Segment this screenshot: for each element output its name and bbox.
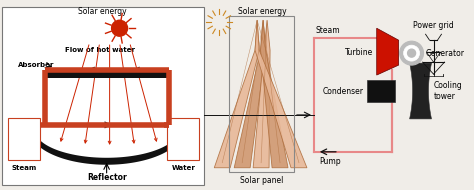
Text: Cooling
tower: Cooling tower (434, 81, 462, 101)
Text: Steam: Steam (11, 165, 36, 171)
FancyBboxPatch shape (8, 118, 40, 160)
Polygon shape (261, 20, 288, 168)
Circle shape (111, 20, 128, 36)
Circle shape (404, 45, 419, 61)
Text: Power grid: Power grid (413, 21, 454, 30)
Text: Generator: Generator (426, 49, 465, 58)
Text: Pump: Pump (319, 157, 340, 166)
FancyBboxPatch shape (45, 70, 169, 78)
Text: Condenser: Condenser (323, 86, 364, 96)
Text: Steam: Steam (316, 26, 340, 35)
Polygon shape (377, 28, 399, 75)
Text: Turbine: Turbine (346, 48, 374, 57)
Text: Solar energy: Solar energy (78, 7, 127, 16)
FancyBboxPatch shape (367, 80, 395, 102)
Polygon shape (234, 20, 265, 168)
Text: Flow of hot water: Flow of hot water (64, 47, 135, 53)
Text: Solar energy: Solar energy (238, 7, 286, 16)
Polygon shape (30, 130, 183, 165)
Text: Solar panel: Solar panel (240, 176, 284, 185)
Polygon shape (255, 20, 307, 168)
Circle shape (408, 49, 416, 57)
Polygon shape (253, 20, 270, 168)
Polygon shape (214, 20, 259, 168)
Circle shape (400, 41, 424, 65)
Polygon shape (410, 63, 431, 119)
FancyBboxPatch shape (2, 7, 204, 185)
Text: Absorber: Absorber (18, 62, 55, 68)
FancyBboxPatch shape (167, 118, 199, 160)
Text: Water: Water (172, 165, 195, 171)
Text: Reflector: Reflector (87, 173, 127, 182)
